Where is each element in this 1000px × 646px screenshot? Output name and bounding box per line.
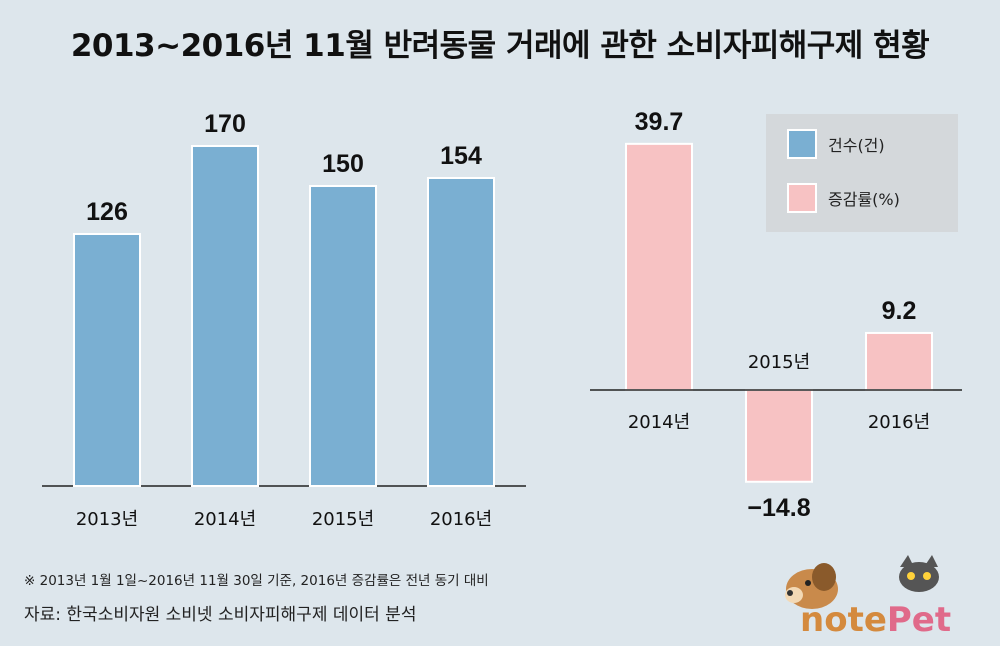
rate-bar-chart: 39.7 2014년 −14.8 2015년 9.2 2016년 (590, 108, 962, 522)
notepet-logo: notePet (785, 555, 951, 640)
count-category-label-1: 2014년 (194, 509, 256, 530)
legend: 건수(건) 증감률(%) (766, 114, 958, 232)
count-category-label-3: 2016년 (430, 509, 492, 530)
legend-swatch-rate (787, 183, 817, 213)
rate-value-label-2: 9.2 (882, 297, 917, 325)
rate-value-label-0: 39.7 (635, 108, 684, 136)
count-bar-2 (309, 185, 377, 487)
footnote: ※ 2013년 1월 1일~2016년 11월 30일 기준, 2016년 증감… (24, 573, 489, 589)
count-value-label-1: 170 (204, 110, 246, 138)
logo-text: notePet (800, 600, 951, 640)
count-bar-0 (73, 233, 141, 487)
count-bar-1 (191, 145, 259, 487)
legend-swatch-count (787, 129, 817, 159)
count-bar-3 (427, 177, 495, 487)
count-category-label-0: 2013년 (76, 509, 138, 530)
count-value-label-3: 154 (440, 142, 482, 170)
dog-icon (785, 563, 838, 609)
rate-value-label-1: −14.8 (747, 494, 810, 522)
rate-category-label-0: 2014년 (628, 412, 690, 433)
count-bar-chart: 126 2013년 170 2014년 150 2015년 154 2016년 (42, 110, 526, 530)
rate-category-label-2: 2016년 (868, 412, 930, 433)
count-category-label-2: 2015년 (312, 509, 374, 530)
legend-label-count: 건수(건) (828, 136, 885, 155)
count-value-label-0: 126 (86, 198, 128, 226)
cat-icon (899, 555, 939, 592)
count-value-label-2: 150 (322, 150, 364, 178)
rate-bar-0 (625, 142, 693, 391)
source-text: 자료: 한국소비자원 소비넷 소비자피해구제 데이터 분석 (24, 605, 417, 625)
rate-category-label-1: 2015년 (748, 352, 810, 373)
legend-label-rate: 증감률(%) (828, 190, 900, 209)
rate-bar-2 (865, 331, 933, 391)
rate-bar-1 (745, 389, 813, 483)
chart-title: 2013~2016년 11월 반려동물 거래에 관한 소비자피해구제 현황 (70, 28, 930, 64)
